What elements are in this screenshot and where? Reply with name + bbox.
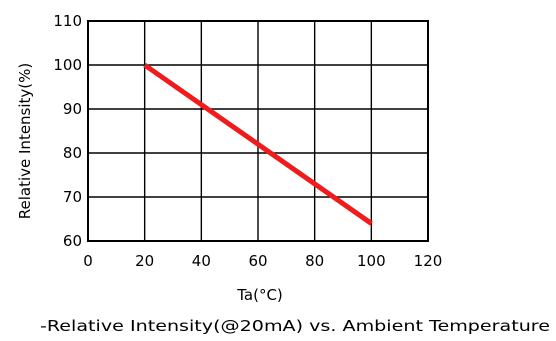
- y-tick-label: 60: [63, 232, 82, 250]
- x-tick-labels: 0 20 40 60 80 100 120: [83, 252, 442, 270]
- series-layer: [143, 62, 373, 226]
- y-tick-label: 70: [63, 188, 82, 206]
- series-line-0: [143, 62, 373, 226]
- y-tick-label: 110: [53, 12, 82, 30]
- x-axis-label: Ta(°C): [236, 286, 283, 304]
- x-tick-label: 60: [248, 252, 267, 270]
- y-tick-label: 80: [63, 144, 82, 162]
- x-tick-label: 80: [305, 252, 324, 270]
- chart-caption: -Relative Intensity(@20mA) vs. Ambient T…: [40, 317, 550, 335]
- y-axis-label: Relative Intensity(%): [16, 63, 34, 220]
- x-tick-label: 40: [192, 252, 211, 270]
- x-tick-label: 100: [357, 252, 386, 270]
- y-tick-label: 100: [53, 56, 82, 74]
- plot-frame: [87, 20, 429, 242]
- x-tick-label: 120: [414, 252, 443, 270]
- x-tick-label: 20: [135, 252, 154, 270]
- chart-grid: [88, 21, 428, 241]
- y-tick-label: 90: [63, 100, 82, 118]
- x-tick-label: 0: [83, 252, 93, 270]
- y-tick-labels: 60 70 80 90 100 110: [53, 12, 82, 250]
